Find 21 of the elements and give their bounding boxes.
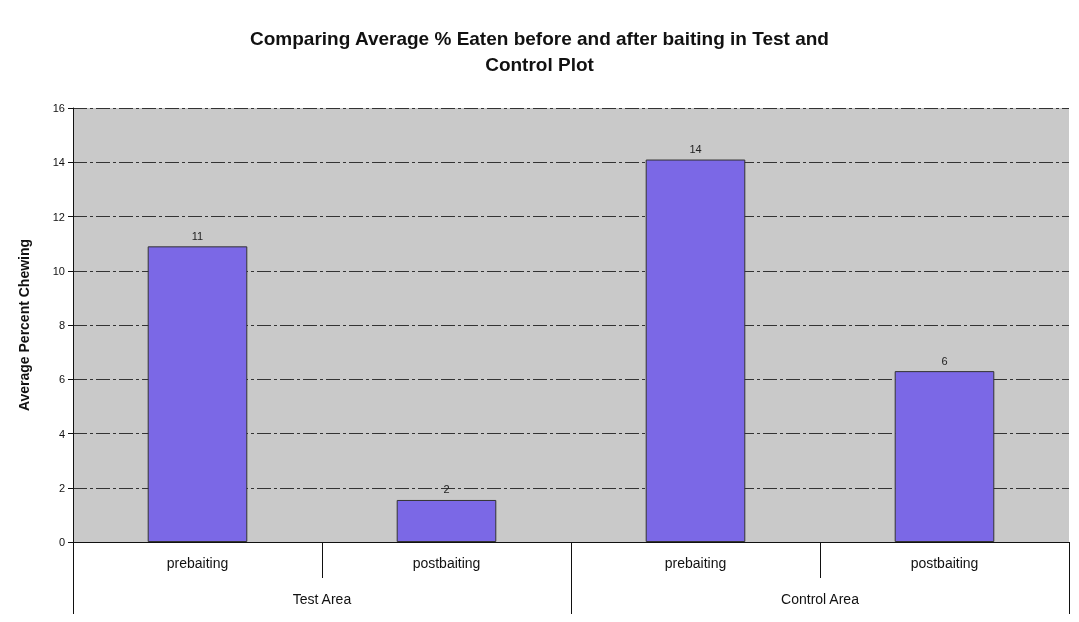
- text: Test Area: [292, 591, 352, 607]
- text: Control Area: [781, 591, 860, 607]
- y-tick-label: 12: [52, 210, 65, 223]
- x-tick-label: postbaiting: [910, 555, 979, 571]
- y-tick-label: 14: [52, 156, 65, 169]
- x-tick-label: prebaiting: [166, 555, 229, 571]
- y-tick-label: 0: [58, 536, 65, 548]
- data-label: 6: [941, 354, 948, 367]
- data-label: 2: [443, 483, 450, 496]
- y-tick-label: 16: [52, 102, 65, 114]
- y-tick-label: 6: [58, 373, 65, 386]
- y-tick-label: 10: [52, 264, 65, 277]
- y-tick-label: 2: [58, 481, 65, 494]
- data-label: 11: [191, 229, 204, 242]
- x-tick-label: postbaiting: [412, 555, 481, 571]
- y-axis-title: Average Percent Chewing: [16, 238, 32, 412]
- x-tick-label: prebaiting: [664, 555, 727, 571]
- y-tick-label: 8: [58, 319, 65, 331]
- data-label: 14: [689, 143, 702, 156]
- chart-title: Comparing Average % Eaten before and after baiting in Test and Control Plot: [250, 27, 829, 75]
- y-tick-label: 4: [58, 427, 65, 440]
